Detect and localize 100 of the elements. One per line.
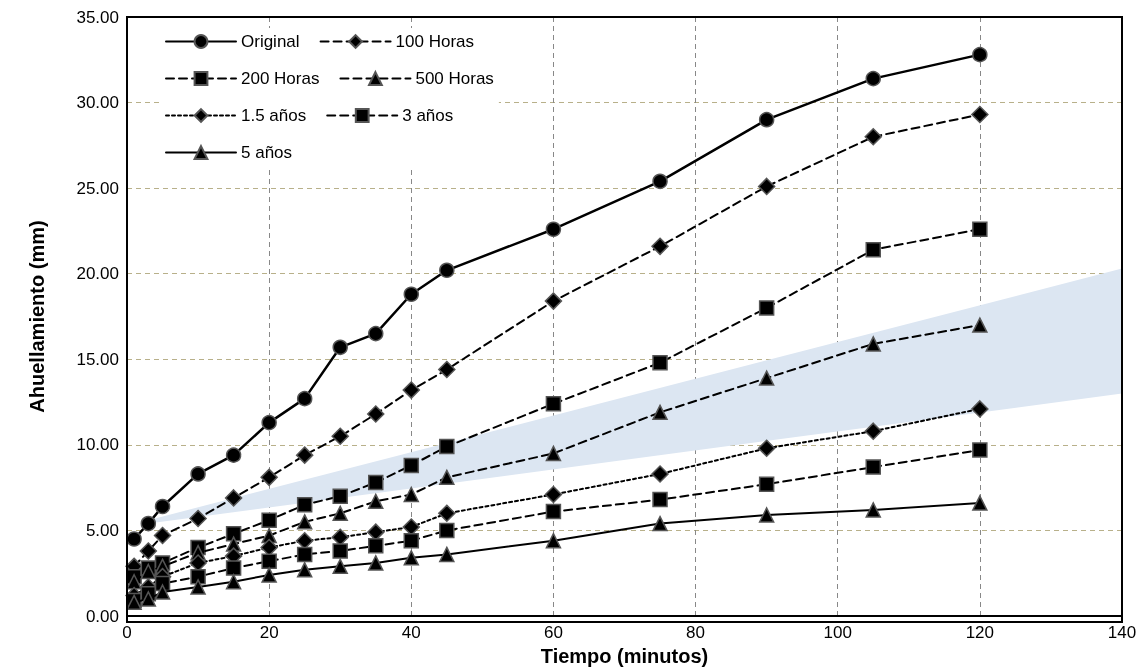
point bbox=[438, 360, 456, 379]
legend-label: 500 Horas bbox=[415, 69, 494, 88]
x-axis-title: Tiempo (minutos) bbox=[540, 645, 709, 667]
point bbox=[758, 476, 775, 492]
x-tick-label: 40 bbox=[401, 623, 421, 642]
y-tick-label: 15.00 bbox=[76, 349, 119, 369]
point bbox=[544, 292, 563, 310]
point bbox=[153, 526, 172, 545]
point bbox=[189, 509, 207, 528]
point bbox=[865, 242, 881, 258]
point bbox=[864, 422, 882, 440]
point bbox=[651, 465, 669, 483]
point bbox=[865, 70, 881, 87]
point bbox=[865, 502, 881, 518]
point bbox=[295, 446, 314, 464]
point bbox=[296, 546, 313, 563]
point bbox=[545, 396, 562, 412]
y-axis-title: Ahuellamiento (mm) bbox=[26, 220, 48, 413]
point bbox=[296, 390, 313, 407]
point bbox=[332, 505, 348, 522]
point bbox=[757, 439, 776, 458]
point bbox=[972, 442, 988, 458]
point bbox=[972, 317, 988, 333]
point bbox=[758, 111, 775, 128]
point bbox=[758, 507, 775, 523]
point bbox=[261, 553, 277, 569]
point bbox=[758, 370, 775, 386]
point bbox=[652, 404, 668, 421]
point bbox=[865, 459, 881, 475]
y-tick-label: 5.00 bbox=[85, 520, 119, 540]
point bbox=[368, 538, 384, 554]
point bbox=[545, 503, 562, 520]
point bbox=[439, 522, 455, 539]
point bbox=[368, 325, 384, 342]
point bbox=[368, 474, 384, 491]
point bbox=[140, 515, 157, 532]
point bbox=[296, 497, 313, 513]
y-tick-label: 20.00 bbox=[76, 264, 119, 284]
point bbox=[972, 495, 988, 511]
point bbox=[758, 300, 775, 316]
point bbox=[261, 567, 277, 583]
point bbox=[190, 466, 206, 482]
point bbox=[545, 221, 562, 237]
point bbox=[332, 558, 348, 575]
point bbox=[864, 128, 882, 146]
point bbox=[439, 546, 455, 563]
legend-label: 1.5 años bbox=[241, 106, 307, 125]
point bbox=[225, 574, 242, 590]
point bbox=[545, 445, 562, 462]
point bbox=[140, 563, 157, 580]
point bbox=[439, 469, 455, 486]
legend-label: Original bbox=[241, 32, 300, 51]
point bbox=[332, 488, 348, 504]
legend-label: 5 años bbox=[241, 143, 293, 162]
point bbox=[190, 579, 206, 595]
point bbox=[652, 173, 668, 190]
x-tick-label: 140 bbox=[1107, 623, 1137, 642]
x-tick-label: 80 bbox=[686, 623, 706, 642]
point bbox=[224, 489, 243, 507]
point bbox=[439, 438, 455, 455]
point bbox=[403, 486, 420, 503]
point bbox=[652, 354, 668, 371]
y-tick-label: 35.00 bbox=[76, 7, 119, 27]
point bbox=[439, 262, 455, 279]
point bbox=[225, 560, 242, 576]
point bbox=[296, 514, 313, 530]
legend-label: 200 Horas bbox=[241, 69, 320, 88]
point bbox=[403, 286, 420, 302]
point bbox=[154, 498, 171, 515]
point bbox=[972, 221, 988, 237]
point bbox=[261, 512, 277, 528]
x-tick-label: 120 bbox=[965, 623, 995, 642]
point bbox=[865, 336, 881, 352]
point bbox=[652, 491, 668, 508]
point bbox=[544, 485, 563, 504]
x-tick-label: 100 bbox=[823, 623, 852, 642]
point bbox=[126, 531, 142, 547]
point bbox=[368, 493, 384, 510]
x-tick-label: 20 bbox=[259, 623, 279, 642]
point bbox=[972, 46, 988, 63]
point bbox=[190, 568, 206, 585]
point bbox=[757, 177, 776, 196]
point bbox=[260, 468, 278, 487]
legend-label: 100 Horas bbox=[395, 32, 475, 51]
point bbox=[126, 574, 142, 590]
point bbox=[332, 339, 348, 356]
point bbox=[225, 526, 242, 542]
y-tick-label: 10.00 bbox=[76, 435, 119, 455]
x-tick-label: 0 bbox=[122, 623, 132, 642]
point bbox=[652, 515, 668, 532]
point bbox=[402, 381, 421, 399]
point bbox=[971, 400, 989, 418]
point bbox=[332, 543, 348, 559]
point bbox=[438, 504, 456, 523]
point bbox=[971, 105, 989, 124]
point bbox=[140, 591, 157, 607]
point bbox=[403, 457, 420, 474]
point bbox=[367, 405, 385, 423]
point bbox=[261, 414, 277, 431]
point bbox=[225, 447, 242, 463]
